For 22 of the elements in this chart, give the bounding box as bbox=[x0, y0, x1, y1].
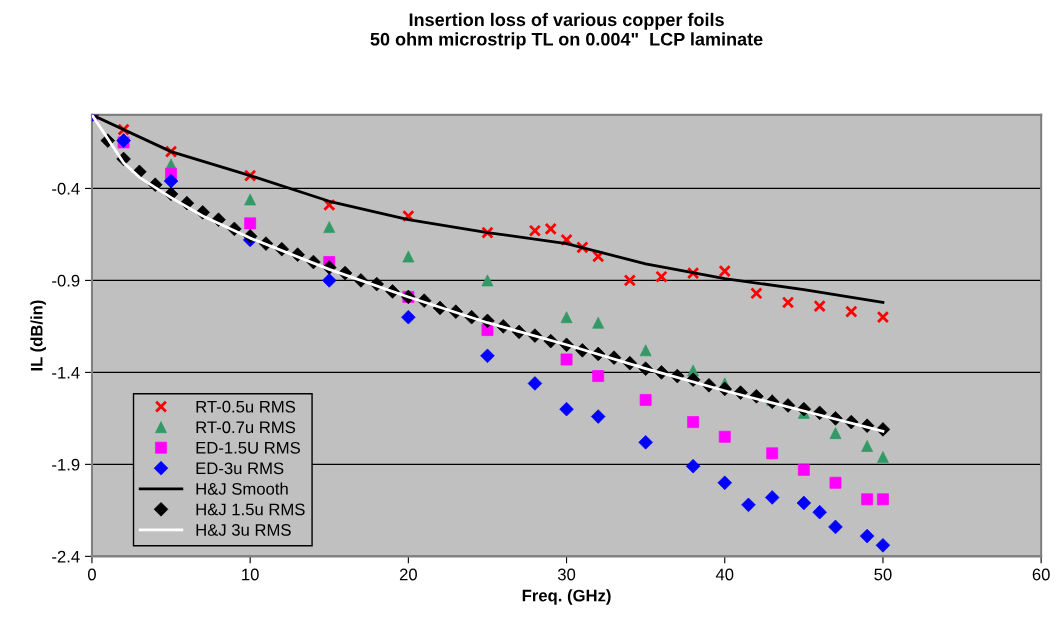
legend-label: RT-0.5u RMS bbox=[196, 400, 296, 413]
legend-label: RT-0.7u RMS bbox=[196, 421, 296, 434]
x-tick-label: 10 bbox=[242, 568, 259, 581]
x-tick-label: 20 bbox=[399, 568, 417, 581]
legend-label: H&J 3u RMS bbox=[196, 524, 291, 536]
chart-title: Insertion loss of various copper foils 50 ohm microstrip TL on 0.004" LCP laminate bbox=[370, 12, 763, 50]
legend-label: ED-3u RMS bbox=[196, 462, 284, 475]
y-tick-label: -1.9 bbox=[52, 458, 80, 471]
x-tick-label: 60 bbox=[1032, 568, 1050, 581]
y-tick-label: -1.4 bbox=[52, 366, 80, 379]
x-tick-label: 0 bbox=[87, 568, 96, 581]
y-tick-label: -0.4 bbox=[52, 182, 80, 195]
legend-label: H&J Smooth bbox=[196, 482, 288, 495]
y-axis-title: IL (dB/in) bbox=[30, 300, 46, 371]
x-tick-label: 50 bbox=[874, 568, 892, 581]
y-tick-label: -2.4 bbox=[52, 550, 80, 563]
legend-label: ED-1.5U RMS bbox=[196, 441, 300, 454]
x-tick-label: 30 bbox=[557, 568, 576, 581]
y-tick-label: -0.9 bbox=[52, 274, 80, 287]
x-axis-title: Freq. (GHz) bbox=[522, 589, 611, 605]
legend-label: H&J 1.5u RMS bbox=[196, 503, 305, 516]
x-tick-label: 40 bbox=[715, 568, 734, 581]
